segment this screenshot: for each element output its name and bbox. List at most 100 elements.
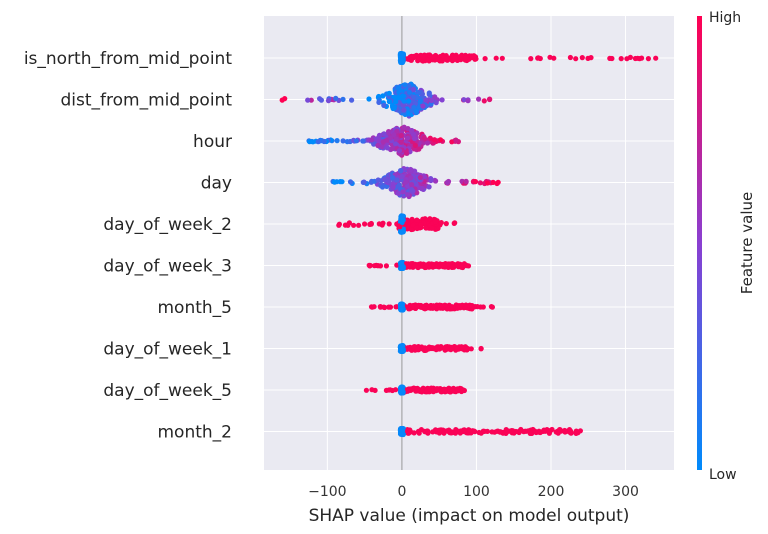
feature-labels: is_north_from_mid_point dist_from_mid_poi… <box>24 49 233 443</box>
shap-point <box>380 139 386 145</box>
shap-point <box>645 56 652 62</box>
shap-point <box>438 220 444 226</box>
shap-point <box>472 429 478 435</box>
shap-point <box>434 346 440 352</box>
shap-point <box>435 57 441 63</box>
shap-point <box>443 221 449 227</box>
shap-point <box>367 263 373 269</box>
shap-point <box>321 138 327 145</box>
shap-point <box>401 124 407 130</box>
shap-point <box>418 427 424 433</box>
shap-point <box>429 97 435 103</box>
shap-point <box>476 96 482 102</box>
shap-point <box>347 179 354 185</box>
shap-point <box>399 428 405 434</box>
shap-point <box>408 57 414 63</box>
shap-point <box>423 97 429 103</box>
shap-point <box>386 304 392 310</box>
shap-point <box>461 427 467 433</box>
shap-point <box>398 168 404 174</box>
shap-point <box>489 429 495 435</box>
shap-point <box>411 344 417 350</box>
shap-point <box>389 387 395 394</box>
shap-point <box>420 54 426 60</box>
shap-point <box>404 135 411 141</box>
shap-point <box>411 430 417 436</box>
shap-point <box>434 386 440 392</box>
shap-point <box>555 430 561 436</box>
shap-point <box>367 221 373 227</box>
shap-point <box>422 306 428 312</box>
shap-point <box>567 54 574 61</box>
shap-point <box>484 180 490 186</box>
feature-label: is_north_from_mid_point <box>24 49 233 69</box>
shap-point <box>444 428 450 434</box>
shap-point <box>404 56 410 62</box>
shap-point <box>305 97 311 103</box>
shap-point <box>394 177 400 183</box>
shap-point <box>427 216 433 222</box>
shap-point <box>400 189 406 195</box>
shap-point <box>404 428 410 434</box>
shap-point <box>432 219 439 225</box>
shap-point <box>336 221 342 227</box>
shap-point <box>413 109 419 116</box>
shap-point <box>431 137 438 143</box>
shap-point <box>528 56 534 62</box>
shap-point <box>490 179 496 185</box>
colorbar-low-label: Low <box>709 467 737 483</box>
feature-label: day_of_week_1 <box>103 340 232 360</box>
shap-point <box>459 345 465 351</box>
x-tick-label: −100 <box>308 484 346 500</box>
shap-point <box>407 89 413 95</box>
shap-point <box>414 385 420 391</box>
shap-point <box>481 98 487 104</box>
shap-point <box>376 138 382 144</box>
shap-point <box>419 387 425 393</box>
shap-point <box>399 307 405 313</box>
shap-point <box>356 222 362 228</box>
shap-point <box>445 180 451 186</box>
shap-point <box>453 137 459 143</box>
shap-point <box>400 93 406 99</box>
shap-point <box>386 221 392 227</box>
shap-point <box>451 220 457 226</box>
shap-point <box>376 132 383 138</box>
shap-point <box>419 185 425 191</box>
shap-point <box>455 388 461 394</box>
shap-point <box>499 55 505 61</box>
shap-point <box>414 217 420 223</box>
shap-point <box>442 302 448 308</box>
shap-point <box>497 429 503 435</box>
shap-point <box>433 100 439 106</box>
shap-point <box>349 97 355 103</box>
x-tick-label: 300 <box>612 484 639 500</box>
shap-point <box>391 105 397 111</box>
shap-point <box>428 177 434 183</box>
shap-point <box>418 222 424 228</box>
plot-area <box>264 16 674 470</box>
shap-point <box>428 54 435 60</box>
shap-point <box>573 56 579 62</box>
shap-point <box>375 142 381 149</box>
shap-point <box>489 304 495 310</box>
shap-point <box>588 55 594 61</box>
shap-point <box>478 346 484 352</box>
shap-point <box>386 99 392 105</box>
shap-point <box>411 104 417 110</box>
shap-point <box>412 142 418 148</box>
shap-point <box>333 95 339 101</box>
shap-point <box>551 55 557 61</box>
shap-point <box>381 131 387 137</box>
shap-point <box>401 98 407 104</box>
shap-point <box>432 94 438 100</box>
x-tick-labels: −100 0 100 200 300 <box>308 484 639 500</box>
shap-point <box>406 98 412 104</box>
shap-point <box>410 94 417 100</box>
shap-point <box>562 429 568 435</box>
shap-point <box>369 387 375 393</box>
shap-point <box>380 93 386 99</box>
shap-point <box>632 55 639 62</box>
shap-point <box>340 96 346 102</box>
shap-point <box>433 178 439 184</box>
